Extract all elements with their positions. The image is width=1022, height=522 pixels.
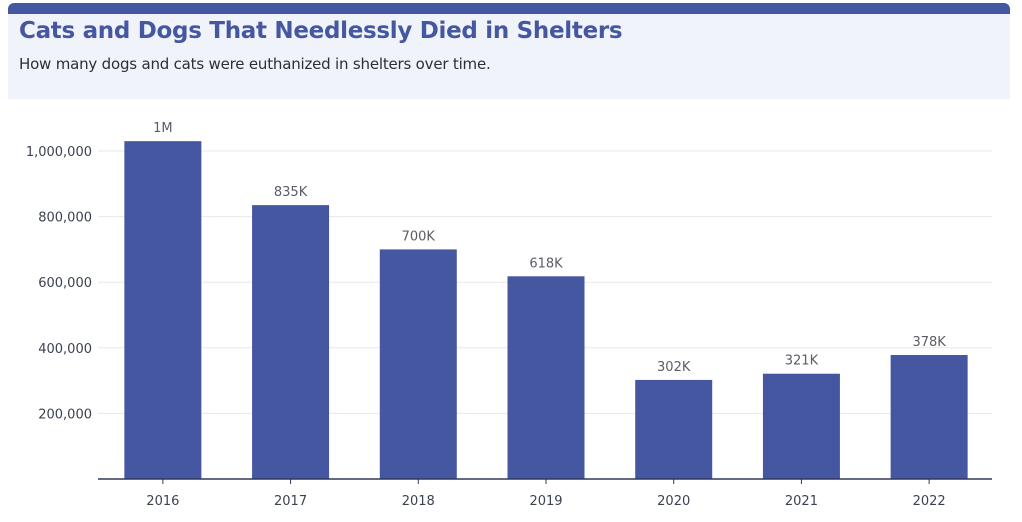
data-label: 1M [153,121,173,136]
bar-2018 [379,249,457,479]
card-top-bar [8,3,1010,15]
x-tick-label: 2022 [913,494,946,509]
bar-2019 [507,276,585,479]
data-label: 378K [912,335,946,350]
x-tick-label: 2019 [529,494,562,509]
chart-title: Cats and Dogs That Needlessly Died in Sh… [19,18,623,44]
data-label: 618K [529,256,563,271]
y-tick-label: 600,000 [38,276,92,291]
data-label: 321K [785,354,819,369]
data-label: 700K [402,229,436,244]
x-tick-label: 2017 [274,494,307,509]
y-tick-label: 200,000 [38,407,92,422]
bar-2020 [635,379,713,479]
bar-2017 [252,205,330,479]
data-label: 302K [657,360,691,375]
bar-2016 [124,141,202,479]
bar-2021 [762,373,840,479]
x-tick-label: 2018 [402,494,435,509]
chart-header [8,14,1010,99]
data-labels: 1M 835K 700K 618K 302K 321K 378K [153,121,946,375]
y-tick-label: 1,000,000 [26,145,92,160]
y-axis-ticks: 200,000 400,000 600,000 800,000 1,000,000 [26,145,92,422]
data-label: 835K [274,185,308,200]
x-tick-label: 2021 [785,494,818,509]
chart-subtitle: How many dogs and cats were euthanized i… [19,55,491,73]
y-tick-label: 800,000 [38,211,92,226]
x-tick-label: 2020 [657,494,690,509]
y-tick-label: 400,000 [38,342,92,357]
x-tick-label: 2016 [146,494,179,509]
bar-2022 [890,355,968,479]
x-axis: 2016 2017 2018 2019 2020 2021 2022 [98,478,992,509]
bars [124,141,968,479]
